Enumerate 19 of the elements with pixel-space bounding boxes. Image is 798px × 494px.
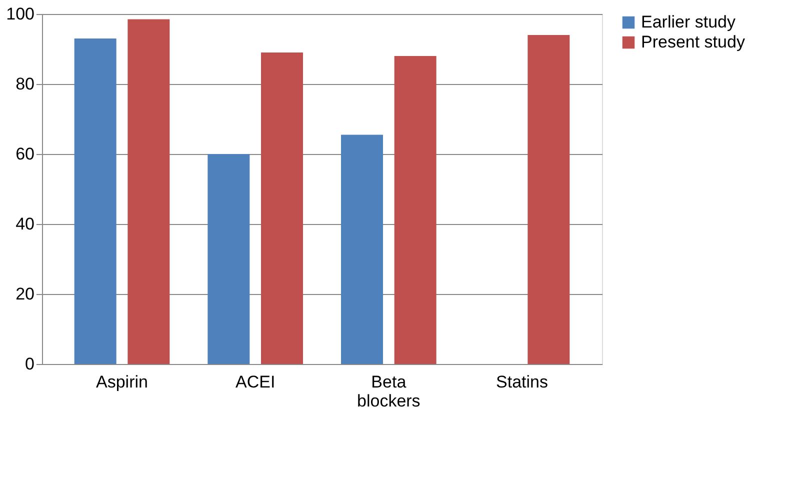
legend-label: Earlier study [641, 12, 736, 32]
legend-label: Present study [641, 32, 746, 52]
bar [208, 154, 250, 364]
x-tick-label: Beta blockers [357, 372, 420, 410]
bar [341, 134, 383, 364]
y-tick-label: 20 [16, 284, 34, 304]
y-tick-label: 80 [16, 74, 34, 94]
bar [74, 38, 116, 364]
y-tick-label: 40 [16, 214, 34, 234]
x-tick-label: ACEI [235, 372, 276, 392]
x-tick-label: Aspirin [96, 372, 148, 392]
y-tick-label: 0 [25, 354, 34, 374]
bar [394, 56, 436, 364]
y-tick-label: 60 [16, 144, 34, 164]
bar [128, 19, 170, 364]
y-tick-label: 100 [6, 4, 34, 24]
x-tick-label: Statins [496, 372, 548, 392]
bar [261, 52, 303, 364]
bar [528, 35, 570, 364]
